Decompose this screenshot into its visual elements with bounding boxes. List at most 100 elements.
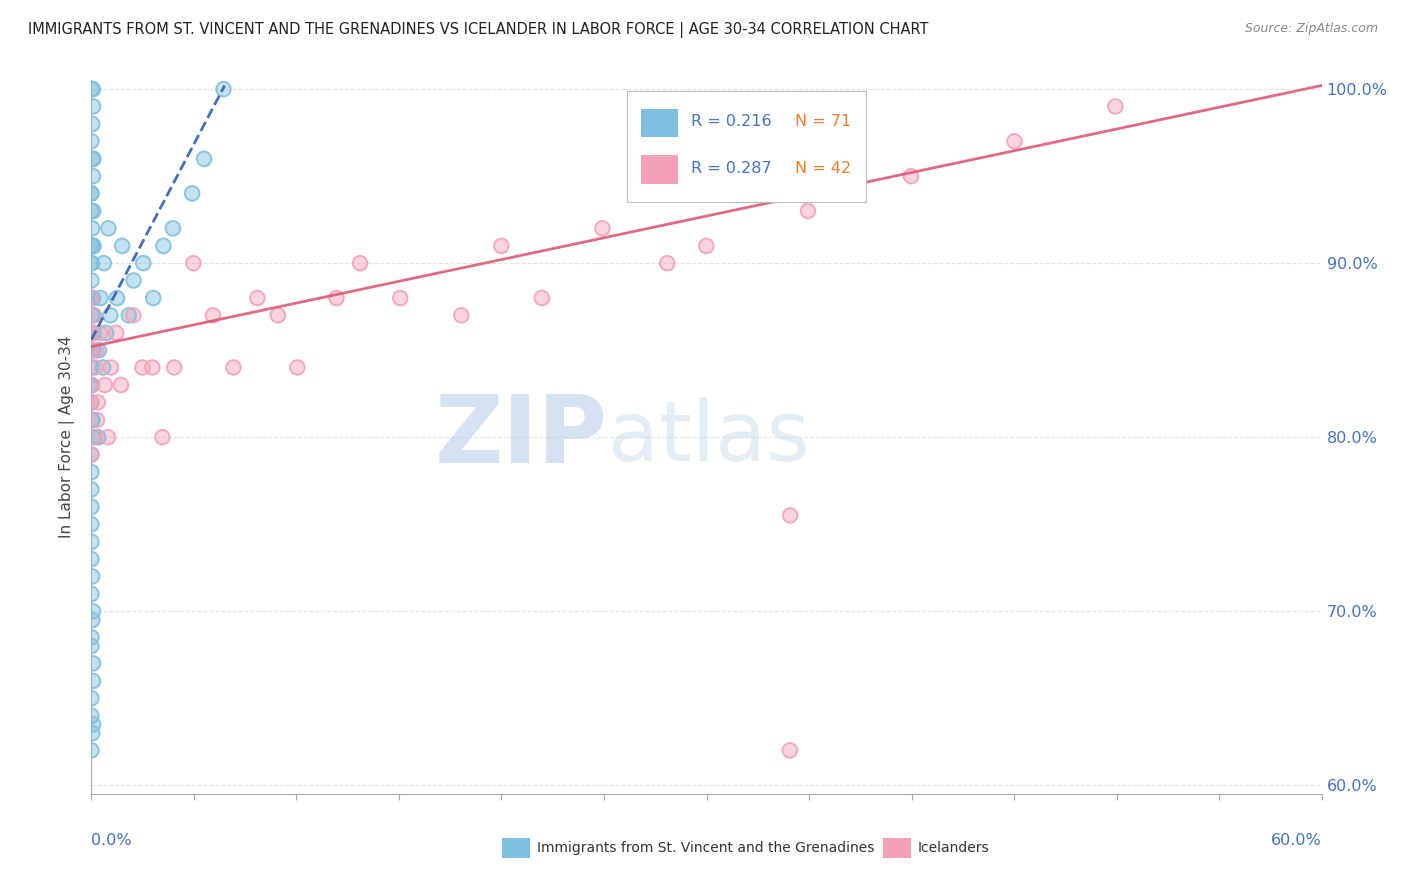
Point <box>93 256 115 270</box>
Point <box>80 448 103 462</box>
Point <box>142 291 165 305</box>
Point <box>193 152 215 166</box>
Point <box>80 552 103 566</box>
Point <box>80 587 103 601</box>
Point <box>83 308 105 322</box>
Point <box>82 326 104 340</box>
Point <box>82 726 104 740</box>
Text: N = 71: N = 71 <box>796 114 852 129</box>
Point <box>80 448 103 462</box>
Point <box>80 483 103 497</box>
Point <box>93 377 115 392</box>
Point <box>349 256 371 270</box>
Point <box>82 238 104 252</box>
Point <box>80 82 103 96</box>
Point <box>80 186 103 201</box>
Point <box>80 395 103 409</box>
Point <box>86 412 108 426</box>
Point <box>82 412 104 426</box>
Point <box>150 430 173 444</box>
Point <box>80 186 103 201</box>
Point <box>80 326 103 340</box>
Point <box>80 291 103 305</box>
Point <box>80 238 103 252</box>
Point <box>82 203 104 218</box>
Point <box>97 221 120 235</box>
Point <box>91 360 114 375</box>
Point <box>779 743 801 757</box>
Point <box>132 256 155 270</box>
Point <box>142 291 165 305</box>
Point <box>80 630 103 644</box>
Point <box>900 169 922 183</box>
Point <box>80 483 103 497</box>
Point <box>80 256 103 270</box>
Point <box>80 291 103 305</box>
Point <box>80 587 103 601</box>
Point <box>82 326 104 340</box>
Point <box>94 326 117 340</box>
Point <box>80 448 103 462</box>
Point <box>82 717 104 731</box>
Point <box>797 203 820 218</box>
Point <box>82 169 104 183</box>
Point <box>1104 99 1126 113</box>
Point <box>657 256 679 270</box>
Point <box>162 221 184 235</box>
Point <box>82 117 104 131</box>
Point <box>80 221 103 235</box>
Point <box>86 395 108 409</box>
Point <box>83 430 105 444</box>
Point <box>212 82 235 96</box>
Point <box>80 273 103 287</box>
Point <box>80 743 103 757</box>
Point <box>82 291 104 305</box>
Point <box>201 308 224 322</box>
Point <box>111 238 134 252</box>
Point <box>131 360 153 375</box>
Point <box>80 708 103 723</box>
Point <box>82 82 104 96</box>
Point <box>89 326 111 340</box>
Point <box>181 186 204 201</box>
Point <box>246 291 269 305</box>
Point <box>98 308 121 322</box>
Point <box>117 308 139 322</box>
Point <box>246 291 269 305</box>
Point <box>285 360 308 375</box>
Point <box>1104 99 1126 113</box>
Point <box>80 552 103 566</box>
Point <box>87 343 110 357</box>
Point <box>84 360 107 375</box>
Point <box>80 448 103 462</box>
Point <box>82 412 104 426</box>
Point <box>82 430 104 444</box>
Point <box>105 291 128 305</box>
Point <box>80 377 103 392</box>
Point <box>82 291 104 305</box>
Point <box>105 326 128 340</box>
Point <box>80 639 103 653</box>
Point <box>80 377 103 392</box>
Point <box>591 221 613 235</box>
Point <box>80 500 103 514</box>
Text: Source: ZipAtlas.com: Source: ZipAtlas.com <box>1244 22 1378 36</box>
Point <box>82 673 104 688</box>
Point <box>779 743 801 757</box>
Point <box>80 639 103 653</box>
Point <box>111 238 134 252</box>
Point <box>80 534 103 549</box>
Point <box>80 630 103 644</box>
Point <box>82 238 104 252</box>
Point <box>82 726 104 740</box>
Point <box>150 430 173 444</box>
Point <box>122 308 145 322</box>
Point <box>86 412 108 426</box>
Point <box>82 308 104 322</box>
Point <box>80 569 103 583</box>
Point <box>80 377 103 392</box>
Point <box>389 291 412 305</box>
Point <box>87 430 110 444</box>
Point <box>80 708 103 723</box>
Point <box>82 604 104 618</box>
